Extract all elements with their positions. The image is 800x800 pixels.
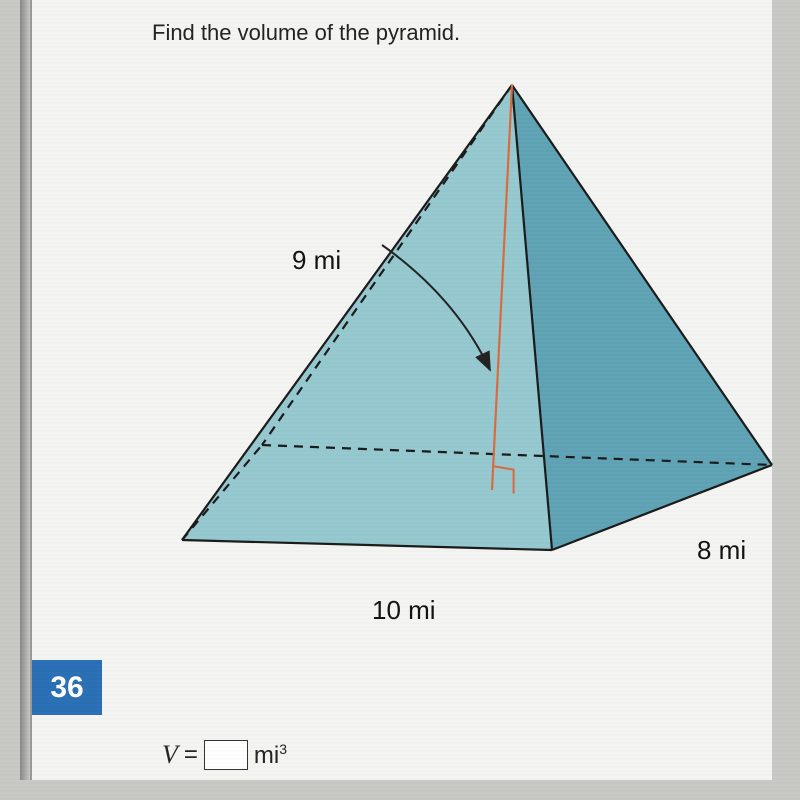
formula-equals: =	[184, 741, 198, 769]
base-front-label: 10 mi	[372, 595, 436, 626]
answer-input-box[interactable]	[204, 740, 248, 770]
formula-variable: V	[162, 740, 178, 770]
pyramid-face-left	[182, 85, 552, 550]
problem-number-badge: 36	[32, 660, 102, 715]
base-side-label: 8 mi	[697, 535, 746, 566]
formula-unit: mi3	[254, 741, 287, 770]
question-text: Find the volume of the pyramid.	[152, 20, 460, 46]
pyramid-diagram: 9 mi 10 mi 8 mi	[92, 70, 792, 600]
height-label: 9 mi	[292, 245, 341, 276]
answer-formula: V = mi3	[162, 740, 287, 770]
